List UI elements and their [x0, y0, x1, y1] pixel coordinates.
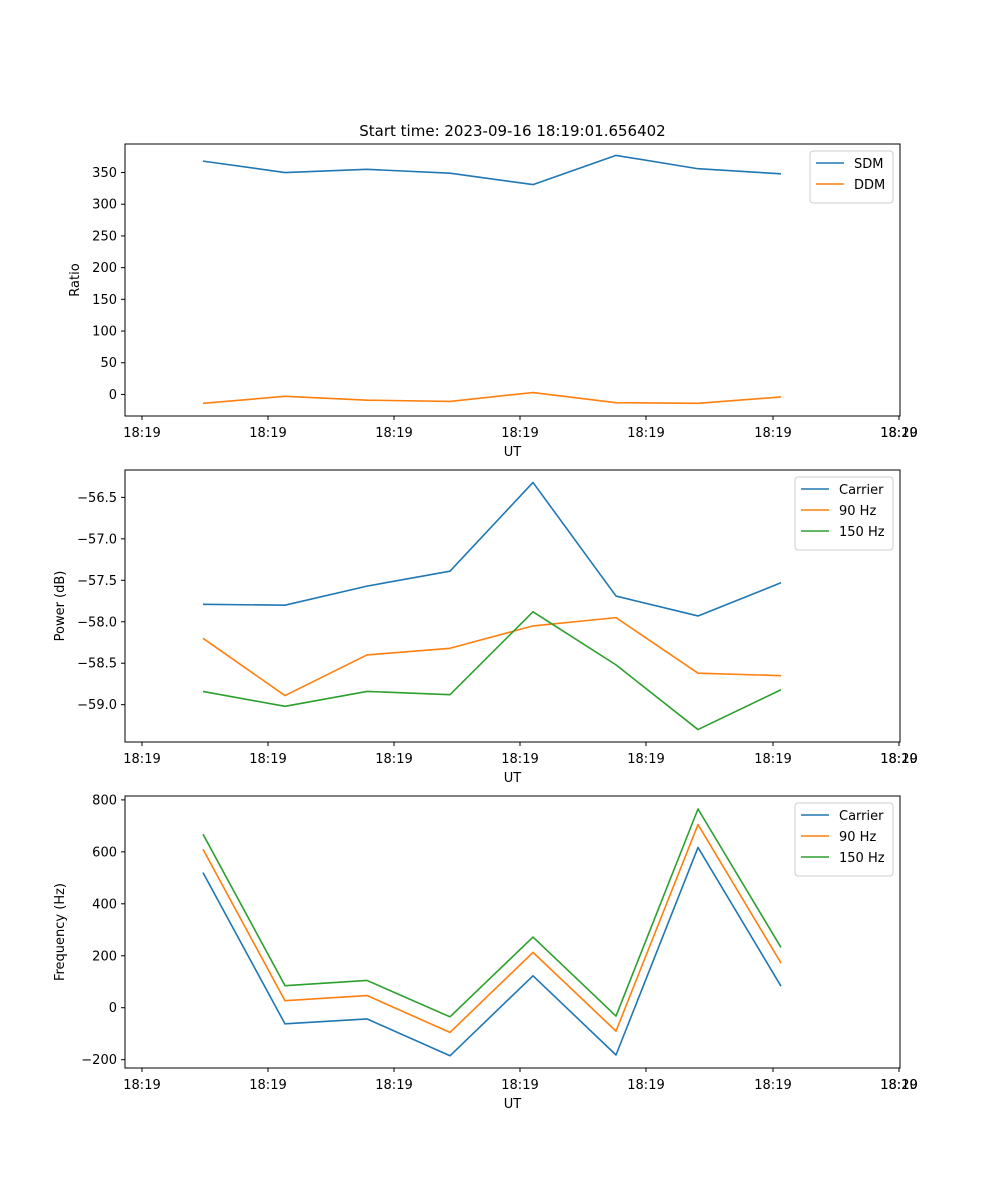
- legend-label: 150 Hz: [839, 525, 885, 540]
- legend-label: Carrier: [839, 809, 884, 824]
- x-axis-label: UT: [504, 445, 522, 460]
- x-tick-label: 18:19: [123, 426, 160, 441]
- plot-frame: [124, 469, 901, 743]
- chart-3: 18:19 18:19 18:19 18:19 18:19 18:19 18:1918:20…: [53, 793, 918, 1112]
- y-tick-label: 600: [92, 845, 117, 860]
- series-line-carrier: [202, 846, 782, 1057]
- x-tick-label: 18:19: [375, 752, 412, 767]
- y-axis-label: Frequency (Hz): [53, 883, 68, 981]
- legend-label: DDM: [854, 178, 885, 193]
- series-line-150-hz: [202, 610, 782, 731]
- y-tick-label: −57.5: [77, 574, 117, 589]
- legend-box: [809, 150, 894, 204]
- x-tick-label: 18:19: [249, 1078, 286, 1093]
- y-tick-label: −58.5: [77, 657, 117, 672]
- x-tick-label: 18:19: [375, 426, 412, 441]
- y-tick-label: −57.0: [77, 532, 117, 547]
- y-tick-label: 150: [92, 293, 117, 308]
- plot-frame: [124, 795, 901, 1069]
- x-tick-label: 18:19: [754, 752, 791, 767]
- y-tick-label: 350: [92, 166, 117, 181]
- legend-label: 90 Hz: [839, 830, 876, 845]
- x-tick-label: 18:19: [375, 1078, 412, 1093]
- y-tick-label: 250: [92, 229, 117, 244]
- y-tick-label: 50: [100, 356, 117, 371]
- y-tick-label: −59.0: [77, 698, 117, 713]
- x-tick-label: 18:19: [880, 426, 917, 441]
- y-tick-label: 800: [92, 793, 117, 808]
- x-tick-label: 18:19: [501, 752, 538, 767]
- x-axis-label: UT: [504, 1097, 522, 1112]
- x-tick-label: 18:19: [627, 426, 664, 441]
- x-tick-label: 18:19: [627, 752, 664, 767]
- x-tick-label: 18:19: [754, 1078, 791, 1093]
- x-tick-label: 18:20: [880, 426, 917, 441]
- x-tick-label: 18:19: [249, 752, 286, 767]
- series-line-90-hz: [202, 823, 782, 1034]
- plot-frame: [124, 143, 901, 417]
- y-tick-label: −200: [81, 1053, 117, 1068]
- x-tick-label: 18:19: [880, 1078, 917, 1093]
- chart-2: 18:19 18:19 18:19 18:19 18:19 18:19 18:1918:20…: [53, 469, 918, 786]
- y-tick-label: 300: [92, 198, 117, 213]
- y-axis-label: Ratio: [68, 263, 83, 296]
- x-tick-label: 18:19: [123, 752, 160, 767]
- series-line-carrier: [202, 481, 782, 617]
- series-line-90-hz: [202, 616, 782, 697]
- x-tick-label: 18:19: [501, 1078, 538, 1093]
- legend-label: Carrier: [839, 483, 884, 498]
- x-tick-label: 18:20: [880, 1078, 917, 1093]
- x-axis-label: UT: [504, 771, 522, 786]
- y-tick-label: 400: [92, 897, 117, 912]
- x-tick-label: 18:19: [754, 426, 791, 441]
- chart-title: Start time: 2023-09-16 18:19:01.656402: [359, 122, 665, 140]
- chart-1: 18:19 18:19 18:19 18:19 18:19 18:19 18:1918:20…: [68, 122, 918, 460]
- y-tick-label: 0: [109, 388, 117, 403]
- y-tick-label: −56.5: [77, 491, 117, 506]
- y-tick-label: −58.0: [77, 615, 117, 630]
- y-tick-label: 0: [109, 1001, 117, 1016]
- legend-label: 150 Hz: [839, 851, 885, 866]
- y-tick-label: 100: [92, 325, 117, 340]
- series-line-ddm: [202, 391, 782, 405]
- x-tick-label: 18:19: [627, 1078, 664, 1093]
- x-tick-label: 18:19: [501, 426, 538, 441]
- x-tick-label: 18:20: [880, 752, 917, 767]
- legend-label: SDM: [854, 157, 883, 172]
- series-line-150-hz: [202, 808, 782, 1018]
- y-axis-label: Power (dB): [53, 571, 68, 642]
- series-line-sdm: [202, 154, 782, 186]
- x-tick-label: 18:19: [123, 1078, 160, 1093]
- y-tick-label: 200: [92, 261, 117, 276]
- x-tick-label: 18:19: [880, 752, 917, 767]
- x-tick-label: 18:19: [249, 426, 286, 441]
- y-tick-label: 200: [92, 949, 117, 964]
- legend-label: 90 Hz: [839, 504, 876, 519]
